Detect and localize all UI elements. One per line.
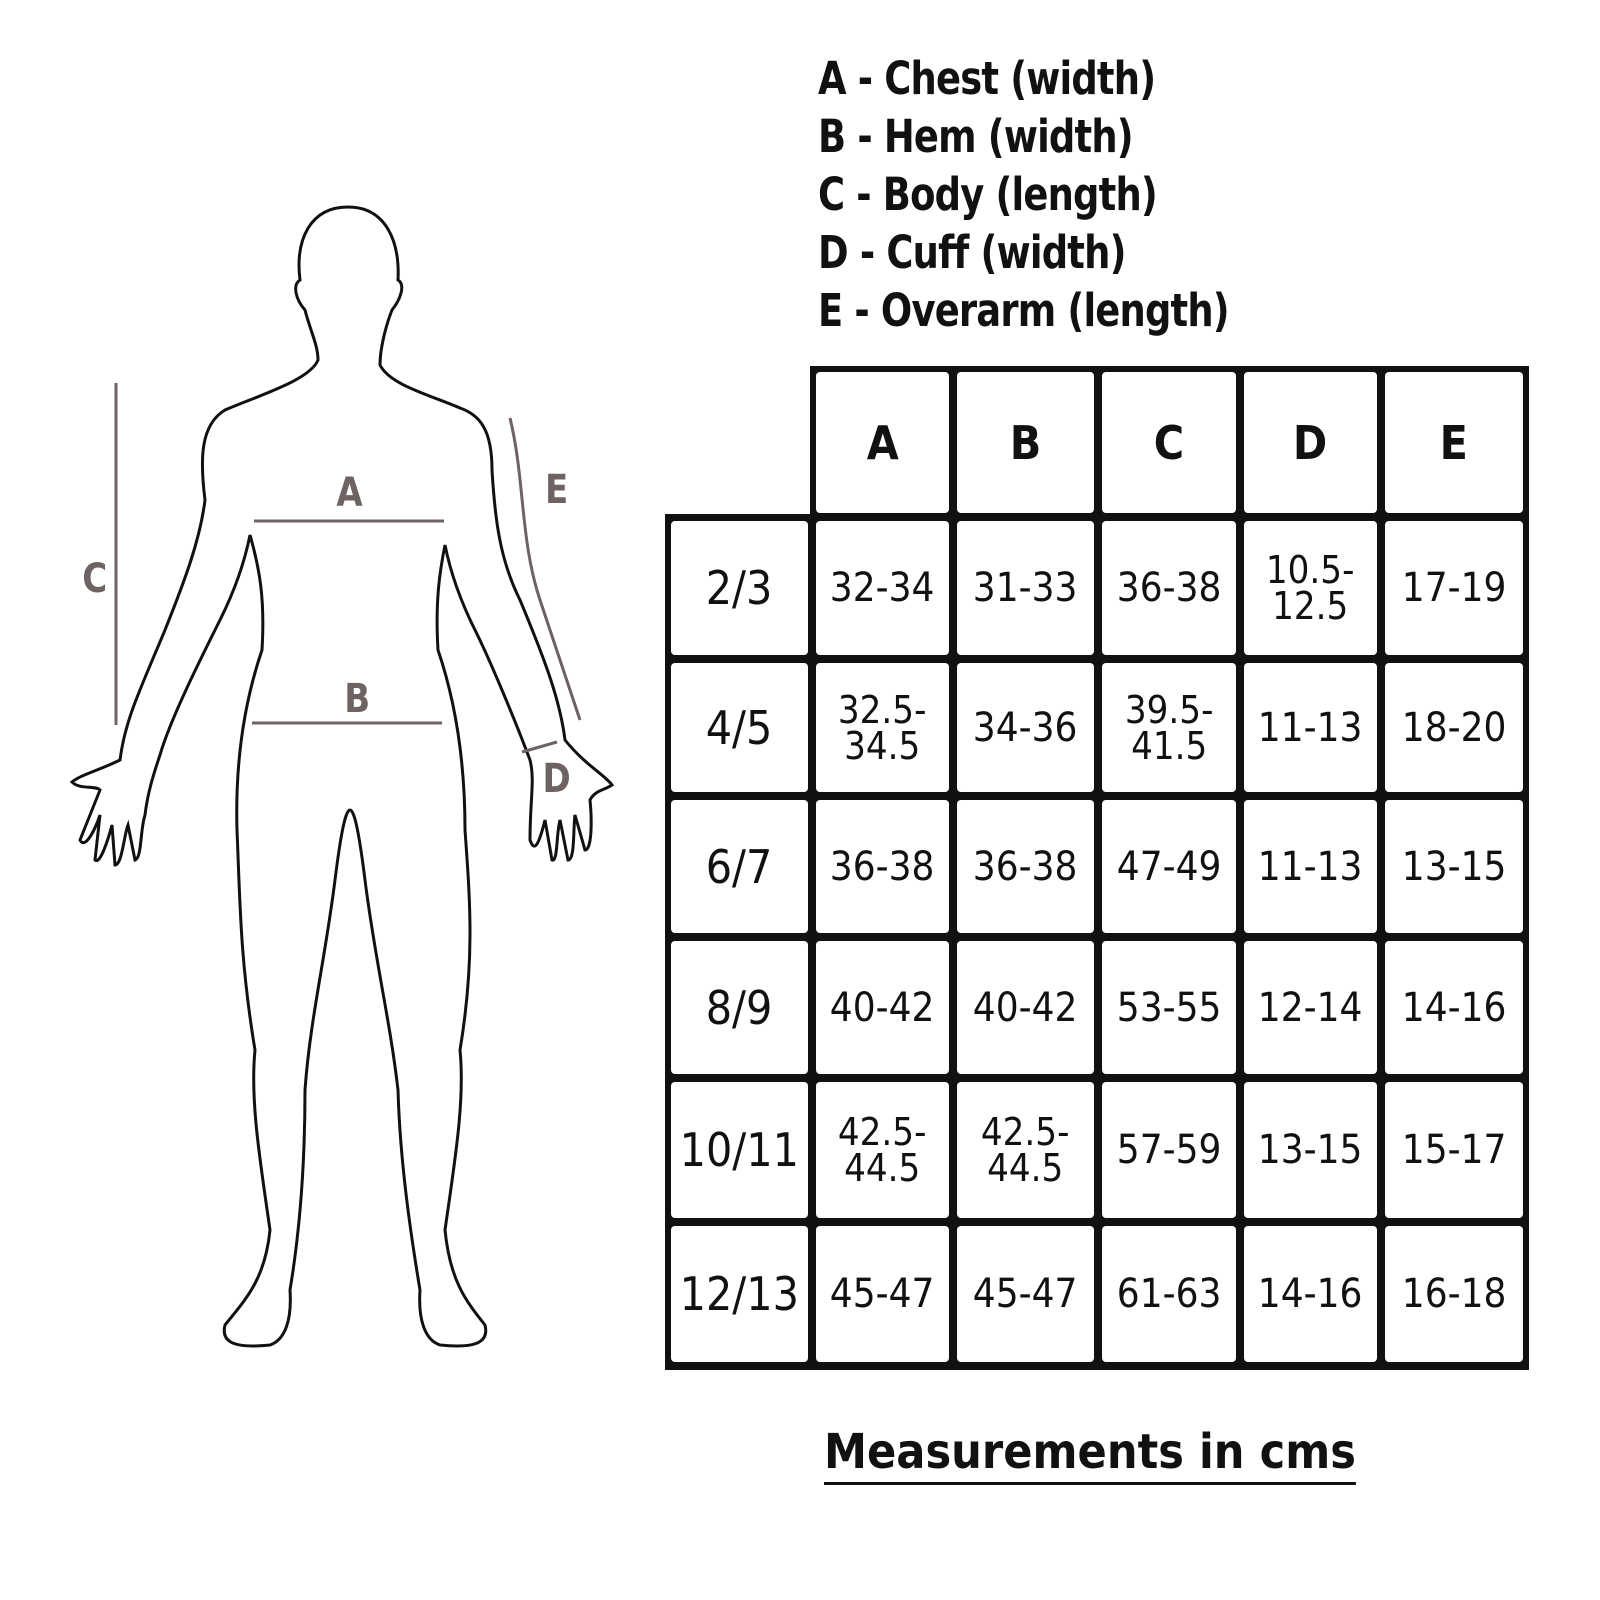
table-cell: 13-15 [1385, 800, 1523, 933]
table-cell: 32.5- 34.5 [816, 663, 949, 792]
table-cell-text: 57-59 [1116, 1127, 1222, 1173]
label-b: B [344, 676, 371, 722]
table-cell-text: 53-55 [1116, 984, 1222, 1031]
size-label-text: 8/9 [706, 980, 773, 1035]
column-header-e-text: E [1439, 415, 1469, 470]
table-cell: 15-17 [1385, 1082, 1523, 1218]
column-header-c-text: C [1153, 415, 1185, 470]
overarm-measure-line [508, 417, 582, 721]
column-header-b-text: B [1009, 415, 1042, 470]
size-label-text: 12/13 [679, 1267, 800, 1321]
size-label-text: 4/5 [706, 700, 773, 755]
table-cell: 11-13 [1244, 800, 1377, 933]
column-header-d-text: D [1293, 415, 1328, 470]
table-cell-text: 14-16 [1401, 984, 1507, 1031]
column-header-d: D [1244, 372, 1377, 513]
table-cell-text: 32.5- 34.5 [838, 687, 927, 768]
legend-item-e: E - Overarm (length) [818, 284, 1230, 337]
table-cell: 12-14 [1244, 941, 1377, 1074]
table-cell-text: 40-42 [973, 984, 1078, 1031]
table-cell: 18-20 [1385, 663, 1523, 792]
table-cell-text: 39.5- 41.5 [1124, 687, 1214, 768]
size-label: 6/7 [671, 800, 808, 933]
legend-item-d: D - Cuff (width) [818, 226, 1126, 279]
table-cell-text: 13-15 [1258, 1127, 1363, 1173]
legend-item-b: B - Hem (width) [818, 110, 1134, 163]
table-cell: 47-49 [1102, 800, 1236, 933]
label-a: A [336, 470, 363, 516]
body-outline [69, 205, 615, 1348]
table-cell-text: 45-47 [973, 1271, 1078, 1317]
table-cell: 36-38 [816, 800, 949, 933]
column-header-a: A [816, 372, 949, 513]
table-cell-text: 18-20 [1401, 704, 1507, 751]
table-cell: 31-33 [957, 521, 1094, 655]
table-cell-text: 12-14 [1258, 984, 1363, 1031]
table-cell: 42.5- 44.5 [816, 1082, 949, 1218]
table-cell-text: 17-19 [1401, 565, 1507, 611]
column-header-b: B [957, 372, 1094, 513]
table-cell: 45-47 [957, 1226, 1094, 1362]
table-cell-text: 32-34 [830, 565, 935, 611]
table-cell-text: 11-13 [1258, 704, 1363, 751]
table-cell: 39.5- 41.5 [1102, 663, 1236, 792]
table-cell-text: 47-49 [1116, 843, 1222, 890]
table-cell-text: 10.5- 12.5 [1266, 548, 1355, 628]
table-cell: 13-15 [1244, 1082, 1377, 1218]
column-header-e: E [1385, 372, 1523, 513]
table-cell-text: 15-17 [1401, 1127, 1507, 1173]
table-cell: 10.5- 12.5 [1244, 521, 1377, 655]
size-label: 2/3 [671, 521, 808, 655]
table-cell: 17-19 [1385, 521, 1523, 655]
table-cell: 57-59 [1102, 1082, 1236, 1218]
table-cell: 11-13 [1244, 663, 1377, 792]
table-cell-text: 45-47 [830, 1271, 935, 1317]
table-cell: 53-55 [1102, 941, 1236, 1074]
body-silhouette [69, 205, 615, 1348]
table-cell-text: 31-33 [973, 565, 1078, 611]
size-label-text: 2/3 [706, 561, 773, 615]
table-cell: 61-63 [1102, 1226, 1236, 1362]
table-cell-text: 34-36 [973, 704, 1078, 751]
table-cell: 16-18 [1385, 1226, 1523, 1362]
units-note: Measurements in cms [824, 1424, 1356, 1485]
measurement-legend: A - Chest (width) B - Hem (width) C - Bo… [818, 50, 1319, 340]
size-label-text: 10/11 [679, 1123, 800, 1177]
label-e: E [545, 467, 569, 513]
table-cell-text: 14-16 [1258, 1271, 1363, 1317]
table-cell: 32-34 [816, 521, 949, 655]
table-cell: 34-36 [957, 663, 1094, 792]
size-label: 4/5 [671, 663, 808, 792]
table-cell-text: 61-63 [1116, 1271, 1222, 1317]
table-cell-text: 36-38 [830, 843, 935, 890]
size-label: 10/11 [671, 1082, 808, 1218]
table-cell: 45-47 [816, 1226, 949, 1362]
size-label: 12/13 [671, 1226, 808, 1362]
label-d: D [542, 756, 571, 802]
table-cell: 40-42 [957, 941, 1094, 1074]
table-cell-text: 36-38 [973, 843, 1078, 890]
legend-item-a: A - Chest (width) [818, 52, 1156, 105]
table-cell-text: 42.5- 44.5 [981, 1110, 1070, 1190]
table-cell: 36-38 [957, 800, 1094, 933]
column-header-a-text: A [866, 415, 899, 470]
table-cell-text: 36-38 [1116, 565, 1222, 611]
table-cell: 40-42 [816, 941, 949, 1074]
table-cell-text: 16-18 [1401, 1271, 1507, 1317]
table-cell: 42.5- 44.5 [957, 1082, 1094, 1218]
legend-item-c: C - Body (length) [818, 168, 1158, 221]
column-header-c: C [1102, 372, 1236, 513]
label-c: C [82, 556, 108, 602]
size-label: 8/9 [671, 941, 808, 1074]
table-cell-text: 13-15 [1401, 843, 1507, 890]
cuff-measure-line [521, 740, 558, 754]
table-cell-text: 11-13 [1258, 843, 1363, 890]
table-cell: 36-38 [1102, 521, 1236, 655]
table-cell: 14-16 [1244, 1226, 1377, 1362]
size-label-text: 6/7 [706, 839, 773, 894]
table-cell-text: 42.5- 44.5 [838, 1110, 927, 1190]
table-cell-text: 40-42 [830, 984, 935, 1031]
table-cell: 14-16 [1385, 941, 1523, 1074]
